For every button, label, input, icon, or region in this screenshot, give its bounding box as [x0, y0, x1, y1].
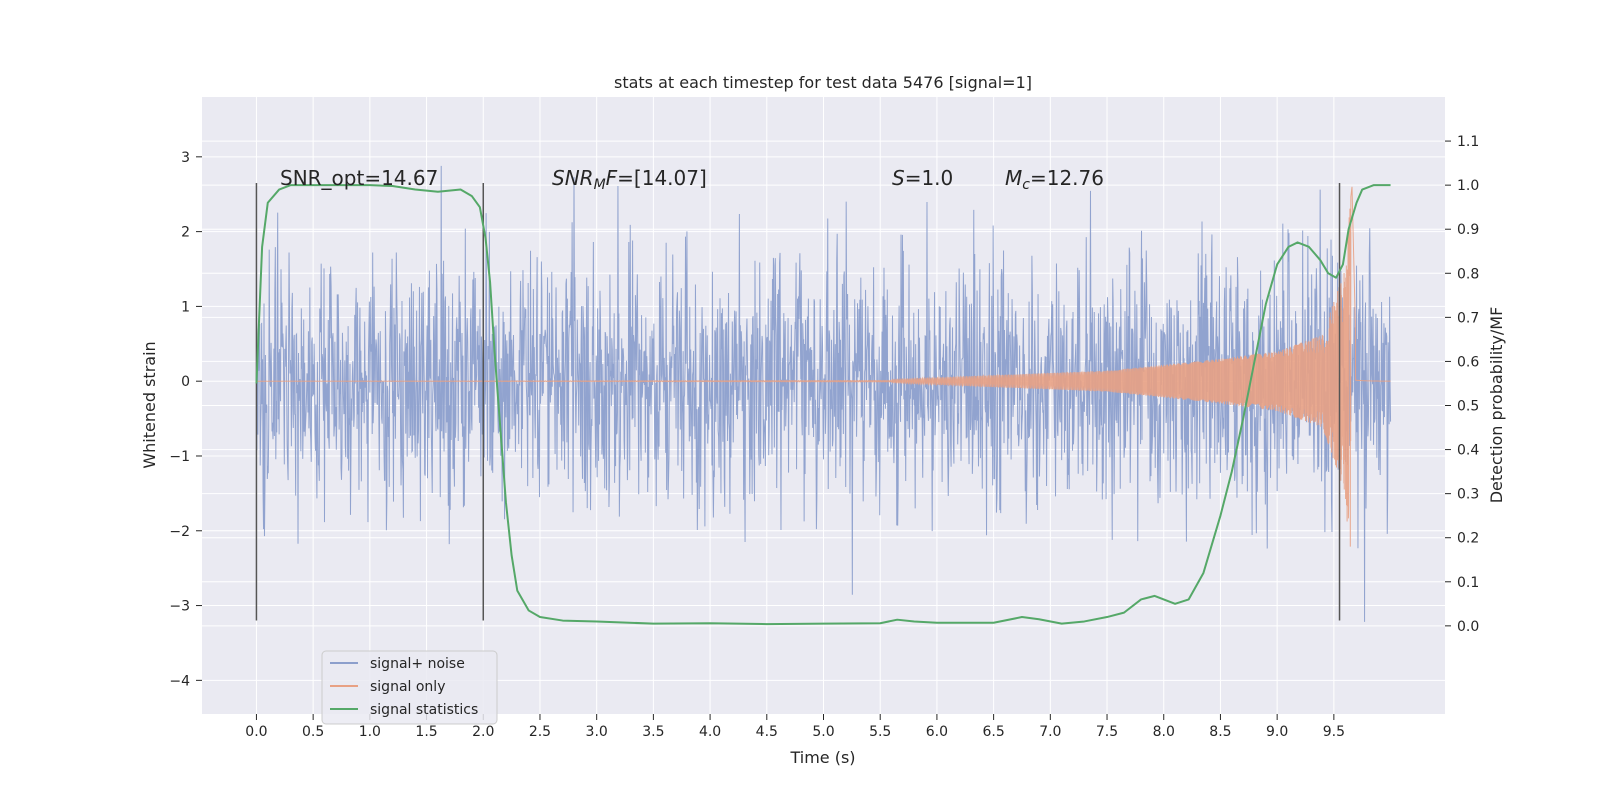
x-tick-label: 7.5: [1096, 724, 1118, 740]
y2-tick-label: 0.9: [1457, 222, 1479, 238]
y2-tick-label: 0.6: [1457, 354, 1479, 370]
x-tick-label: 6.0: [926, 724, 948, 740]
y2-tick-label: 0.2: [1457, 531, 1479, 547]
annotation-snr-mf-value: =[14.07]: [617, 166, 707, 190]
y-axis-label: Whitened strain: [140, 341, 159, 468]
y2-axis-ticks: 1.1 1.0 0.9 0.8 0.7 0.6 0.5 0.4 0.3 0.2 0.1 0.0: [1445, 134, 1479, 635]
annotation-snr-mf-symbol2: F: [606, 166, 618, 190]
y2-tick-label: 0.4: [1457, 443, 1479, 459]
x-tick-label: 8.5: [1209, 724, 1231, 740]
x-tick-label: 0.0: [245, 724, 267, 740]
x-tick-label: 5.0: [812, 724, 834, 740]
x-tick-label: 4.0: [699, 724, 721, 740]
x-tick-label: 8.0: [1153, 724, 1175, 740]
y2-tick-label: 0.0: [1457, 619, 1479, 635]
grid-y2: [202, 140, 1445, 627]
legend-label-signal-statistics: signal statistics: [370, 702, 478, 718]
x-tick-label: 9.5: [1323, 724, 1345, 740]
y-tick-label: 2: [181, 225, 190, 241]
annotation-snr-mf-subscript: M: [594, 177, 606, 193]
y2-tick-label: 0.7: [1457, 310, 1479, 326]
chirp-trace: [256, 186, 1391, 547]
legend-label-signal-only: signal only: [370, 679, 445, 695]
y-tick-label: 0: [181, 374, 190, 390]
series-signal-only: [256, 186, 1391, 547]
chart-title: stats at each timestep for test data 547…: [614, 73, 1032, 92]
x-tick-label: 5.5: [869, 724, 891, 740]
annotation-snr-opt: SNR_opt=14.67: [280, 166, 438, 190]
y-tick-label: −2: [169, 524, 190, 540]
y2-axis-label: Detection probability/MF: [1487, 307, 1506, 504]
annotation-s-symbol: S: [892, 166, 905, 190]
y2-tick-label: 1.0: [1457, 178, 1479, 194]
annotation-mc-symbol: M: [1005, 166, 1022, 190]
vertical-markers: [255, 183, 1341, 621]
x-tick-label: 9.0: [1266, 724, 1288, 740]
legend: signal+ noise signal only signal statist…: [321, 650, 498, 725]
annotation-mc: Mc=12.76: [1005, 166, 1104, 193]
legend-box: [321, 650, 498, 725]
y-tick-label: −1: [169, 449, 190, 465]
annotation-snr-mf-symbol: SNR: [552, 166, 594, 190]
y-tick-label: −4: [169, 673, 190, 689]
annotation-mc-value: =12.76: [1030, 166, 1104, 190]
x-tick-label: 2.5: [529, 724, 551, 740]
x-tick-label: 0.5: [302, 724, 324, 740]
annotation-snr-mf: SNRMF=[14.07]: [552, 166, 707, 193]
y-axis-ticks: 3 2 1 0 −1 −2 −3 −4: [169, 150, 202, 689]
x-tick-label: 6.5: [982, 724, 1004, 740]
annotation-s-value: =1.0: [905, 166, 954, 190]
y2-tick-label: 0.8: [1457, 266, 1479, 282]
y2-tick-label: 1.1: [1457, 134, 1479, 150]
annotations: SNR_opt=14.67 SNRMF=[14.07] S=1.0 Mc=12.…: [280, 166, 1104, 193]
y-tick-label: 3: [181, 150, 190, 166]
series-signal-statistics: [255, 184, 1391, 626]
legend-label-signal-noise: signal+ noise: [370, 656, 465, 672]
y2-tick-label: 0.3: [1457, 487, 1479, 503]
annotation-mc-subscript: c: [1022, 177, 1030, 193]
y-tick-label: 1: [181, 299, 190, 315]
x-tick-label: 2.0: [472, 724, 494, 740]
x-axis-label: Time (s): [789, 748, 855, 767]
statistics-trace: [255, 184, 1391, 626]
x-axis-ticks: 0.0 0.5 1.0 1.5 2.0 2.5 3.0 3.5 4.0 4.5 5.0 5.5 6.0 6…: [245, 714, 1345, 740]
x-tick-label: 1.5: [415, 724, 437, 740]
y-tick-label: −3: [169, 599, 190, 615]
x-tick-label: 3.5: [642, 724, 664, 740]
y2-tick-label: 0.5: [1457, 399, 1479, 415]
annotation-s: S=1.0: [892, 166, 953, 190]
x-tick-label: 1.0: [359, 724, 381, 740]
x-tick-label: 4.5: [756, 724, 778, 740]
x-tick-label: 7.0: [1039, 724, 1061, 740]
y2-tick-label: 0.1: [1457, 575, 1479, 591]
x-tick-label: 3.0: [586, 724, 608, 740]
